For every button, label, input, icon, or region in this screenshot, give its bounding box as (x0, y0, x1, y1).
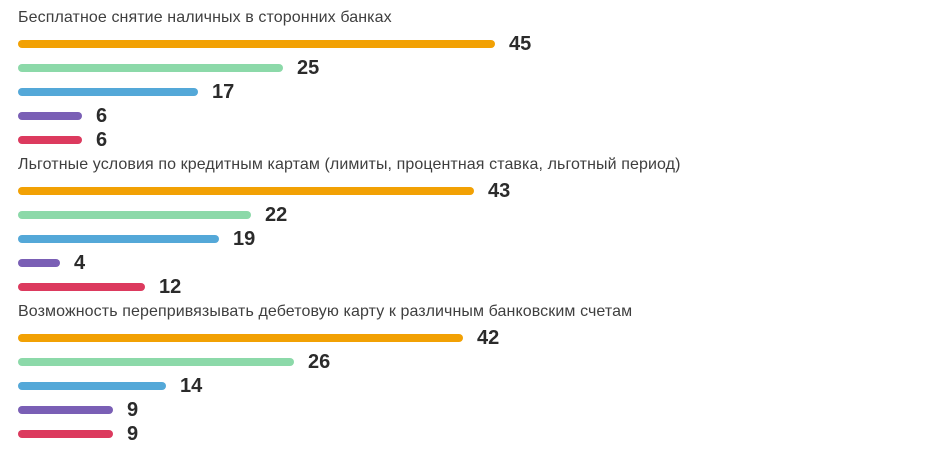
group-title: Бесплатное снятие наличных в сторонних б… (18, 9, 392, 26)
bar-group: Бесплатное снятие наличных в сторонних б… (18, 8, 930, 152)
bar-row: 19 (18, 227, 930, 251)
bar-2 (18, 211, 251, 219)
bar-value: 17 (212, 81, 235, 103)
bar-row: 4 (18, 251, 930, 275)
bar-2 (18, 358, 294, 366)
bar-5 (18, 430, 113, 438)
bar-value: 9 (127, 423, 139, 445)
bar-2 (18, 64, 283, 72)
bar-group: Возможность перепривязывать дебетовую ка… (18, 302, 930, 446)
bar-4 (18, 259, 60, 267)
bar-4 (18, 406, 113, 414)
bar-3 (18, 382, 166, 390)
bar-row: 43 (18, 179, 930, 203)
bar-value: 12 (159, 276, 182, 298)
bar-value: 19 (233, 228, 256, 250)
bar-row: 6 (18, 128, 930, 152)
bar-value: 14 (180, 375, 203, 397)
bar-row: 26 (18, 350, 930, 374)
bar-1 (18, 334, 463, 342)
bar-value: 6 (96, 105, 108, 127)
bar-value: 42 (477, 327, 500, 349)
bar-row: 25 (18, 56, 930, 80)
bar-row: 9 (18, 422, 930, 446)
bar-value: 6 (96, 129, 108, 151)
bar-4 (18, 112, 82, 120)
bar-3 (18, 235, 219, 243)
bar-value: 4 (74, 252, 86, 274)
bar-row: 12 (18, 275, 930, 299)
bar-1 (18, 40, 495, 48)
bar-row: 45 (18, 32, 930, 56)
bar-value: 25 (297, 57, 320, 79)
bar-value: 45 (509, 33, 532, 55)
bar-row: 6 (18, 104, 930, 128)
group-title: Льготные условия по кредитным картам (ли… (18, 156, 681, 173)
bar-row: 9 (18, 398, 930, 422)
bar-row: 17 (18, 80, 930, 104)
bar-5 (18, 136, 82, 144)
bar-row: 22 (18, 203, 930, 227)
bar-value: 43 (488, 180, 511, 202)
bar-value: 22 (265, 204, 288, 226)
bar-value: 9 (127, 399, 139, 421)
bar-5 (18, 283, 145, 291)
bar-3 (18, 88, 198, 96)
bar-group: Льготные условия по кредитным картам (ли… (18, 155, 930, 299)
bar-value: 26 (308, 351, 331, 373)
group-title: Возможность перепривязывать дебетовую ка… (18, 303, 633, 320)
bar-1 (18, 187, 474, 195)
bar-row: 14 (18, 374, 930, 398)
bar-row: 42 (18, 326, 930, 350)
